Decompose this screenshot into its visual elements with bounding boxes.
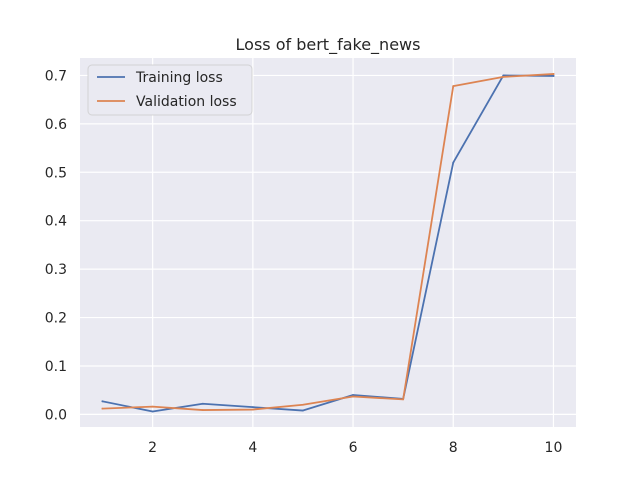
y-tick-label: 0.1 — [45, 359, 67, 375]
y-tick-label: 0.0 — [45, 407, 67, 423]
data-point — [101, 407, 104, 410]
y-tick-label: 0.4 — [45, 214, 67, 230]
data-point — [101, 400, 104, 403]
data-point — [201, 402, 204, 405]
chart-title: Loss of bert_fake_news — [236, 35, 421, 55]
data-point — [302, 409, 304, 412]
legend-label-validation: Validation loss — [136, 94, 237, 110]
x-tick-label: 8 — [449, 440, 458, 456]
validation-loss-line — [101, 73, 555, 411]
x-tick-label: 10 — [545, 440, 563, 456]
data-point — [302, 403, 304, 406]
data-point — [251, 408, 254, 411]
legend: Training loss Validation loss — [87, 64, 253, 116]
data-point — [201, 409, 204, 411]
legend-label-training: Training loss — [135, 70, 223, 86]
data-point — [502, 74, 505, 77]
axis-ticks: 0.0 0.1 0.2 0.3 0.4 0.5 0.6 0.7 2 4 6 8 10 — [45, 68, 563, 456]
data-point — [251, 406, 254, 409]
data-series — [101, 73, 555, 413]
y-tick-label: 0.2 — [45, 311, 67, 327]
data-point — [502, 75, 505, 78]
x-tick-label: 6 — [349, 440, 358, 456]
data-point — [452, 161, 455, 164]
data-point — [352, 395, 354, 398]
legend-box — [87, 64, 253, 116]
y-tick-label: 0.6 — [45, 117, 67, 133]
data-point — [552, 73, 555, 75]
y-tick-label: 0.3 — [45, 262, 67, 278]
data-point — [151, 410, 154, 413]
data-point — [552, 75, 555, 77]
y-tick-label: 0.7 — [45, 68, 67, 84]
data-point — [151, 405, 154, 408]
data-point — [452, 85, 455, 87]
y-tick-label: 0.5 — [45, 165, 67, 181]
x-tick-label: 4 — [248, 440, 257, 456]
data-point — [352, 394, 354, 396]
data-point — [402, 398, 405, 401]
x-tick-label: 2 — [148, 440, 157, 456]
